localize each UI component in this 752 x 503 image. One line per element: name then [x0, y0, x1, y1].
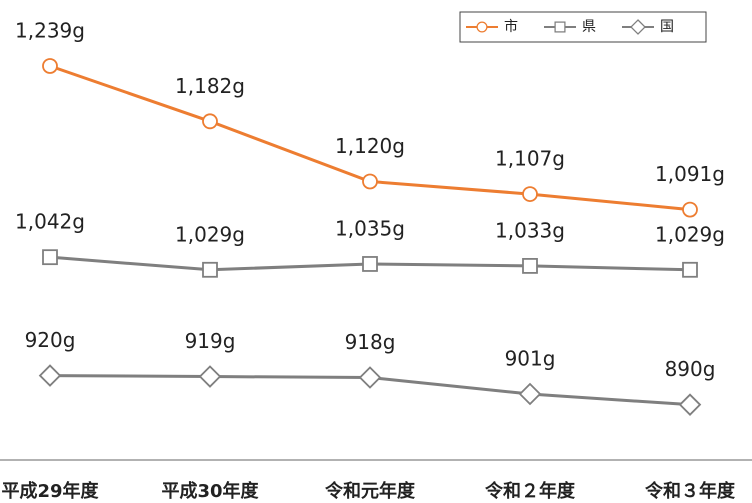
data-label: 890g [665, 357, 716, 381]
x-tick-label: 令和２年度 [484, 480, 576, 502]
data-label: 918g [345, 330, 396, 354]
data-point [42, 58, 58, 74]
data-label: 1,029g [655, 222, 725, 246]
data-label: 1,033g [495, 218, 565, 242]
data-label: 1,029g [175, 222, 245, 246]
data-label: 1,035g [335, 216, 405, 240]
data-label: 1,120g [335, 134, 405, 158]
data-point [362, 256, 378, 272]
data-point [682, 201, 698, 218]
data-label: 901g [505, 347, 556, 371]
legend-label: 国 [660, 19, 674, 35]
data-label: 920g [25, 328, 76, 352]
data-point [38, 364, 62, 387]
data-point [518, 382, 542, 406]
data-point [522, 186, 538, 202]
data-label: 1,091g [655, 162, 725, 186]
legend-marker [476, 21, 488, 33]
data-label: 1,107g [495, 147, 565, 171]
x-tick-label: 令和元年度 [324, 480, 416, 502]
data-point [362, 173, 378, 190]
data-label: 1,239g [15, 18, 85, 42]
x-tick-label: 令和３年度 [644, 480, 736, 502]
data-point [522, 258, 538, 274]
legend-box [459, 11, 707, 43]
data-point [42, 249, 58, 266]
data-label: 919g [185, 329, 236, 353]
x-tick-label: 平成30年度 [161, 480, 259, 502]
data-point [678, 393, 702, 416]
data-point [198, 365, 222, 388]
legend-label: 市 [504, 18, 518, 35]
legend-marker [630, 19, 646, 35]
data-point [358, 366, 382, 389]
data-point [202, 261, 218, 278]
data-point [682, 261, 698, 278]
data-point [202, 113, 218, 130]
x-tick-label: 平成29年度 [1, 480, 99, 502]
legend-marker [554, 21, 566, 33]
data-label: 1,042g [15, 210, 85, 234]
legend-label: 県 [582, 19, 596, 35]
data-label: 1,182g [175, 74, 245, 98]
